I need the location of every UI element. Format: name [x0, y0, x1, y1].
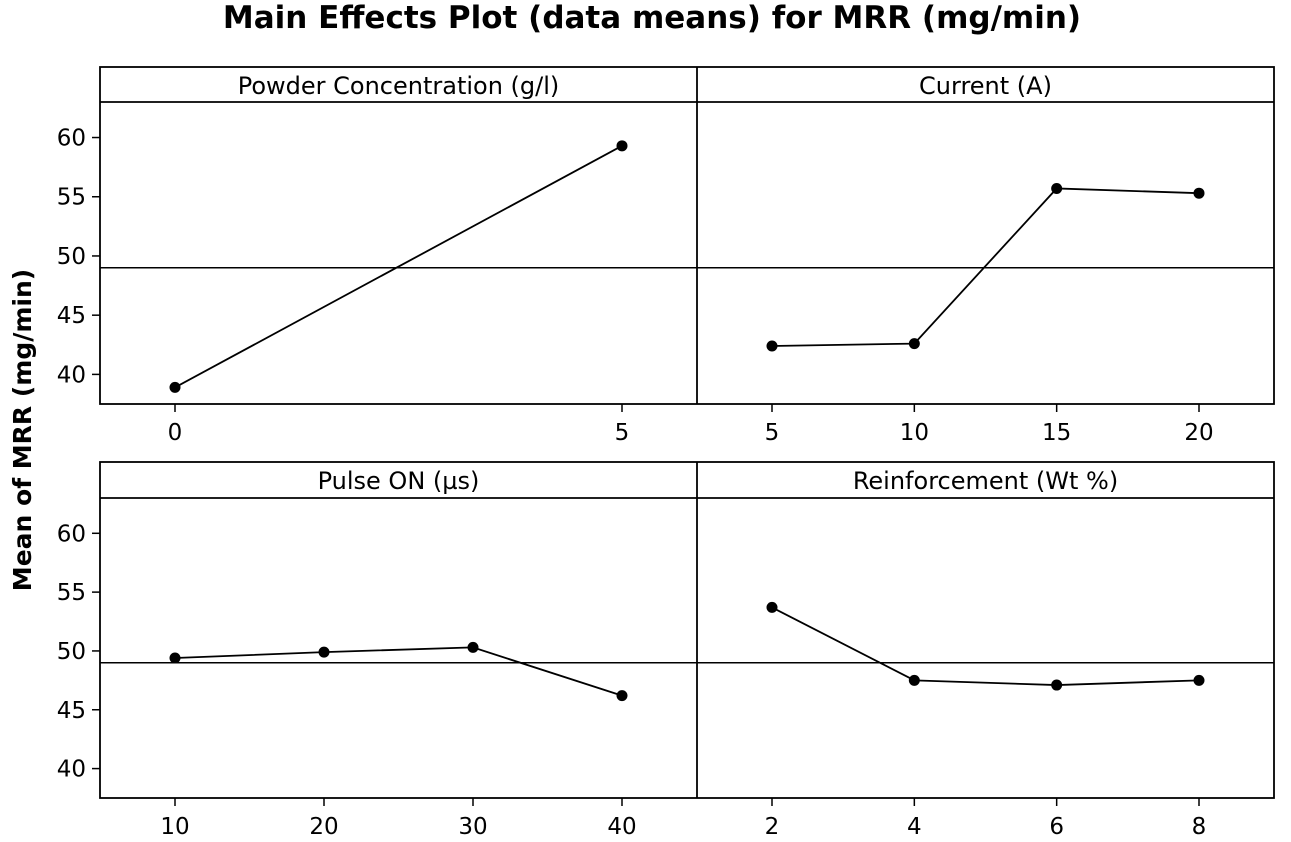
- data-point: [318, 646, 330, 658]
- y-tick-label: 40: [57, 362, 86, 388]
- data-point: [908, 674, 920, 686]
- x-tick-label: 5: [615, 420, 630, 446]
- y-tick-label: 55: [57, 580, 86, 606]
- data-point: [1051, 679, 1063, 691]
- data-point: [169, 652, 181, 664]
- y-tick-label: 50: [57, 639, 86, 665]
- data-point: [1193, 674, 1205, 686]
- x-tick-label: 20: [1184, 420, 1213, 446]
- y-tick-label: 45: [57, 303, 86, 329]
- x-tick-label: 10: [160, 814, 189, 840]
- panel-strip-title: Reinforcement (Wt %): [853, 467, 1118, 495]
- x-tick-label: 10: [900, 420, 929, 446]
- y-axis-label: Mean of MRR (mg/min): [8, 269, 37, 591]
- data-point: [766, 340, 778, 352]
- x-tick-label: 30: [458, 814, 487, 840]
- y-tick-label: 55: [57, 185, 86, 211]
- series-line: [174, 145, 623, 389]
- series-line: [174, 646, 623, 697]
- panel-row-frame: [99, 461, 1275, 799]
- y-tick-label: 60: [57, 521, 86, 547]
- y-tick-label: 45: [57, 698, 86, 724]
- data-point: [616, 140, 628, 152]
- x-tick-label: 40: [607, 814, 636, 840]
- chart-title: Main Effects Plot (data means) for MRR (…: [223, 0, 1081, 36]
- y-tick-label: 40: [57, 757, 86, 783]
- panel-strip-title: Pulse ON (µs): [318, 467, 480, 495]
- x-tick-label: 6: [1049, 814, 1064, 840]
- x-tick-label: 5: [765, 420, 780, 446]
- series-line: [771, 606, 1200, 686]
- data-point: [908, 338, 920, 350]
- x-tick-label: 4: [907, 814, 922, 840]
- y-tick-label: 50: [57, 244, 86, 270]
- x-tick-label: 15: [1042, 420, 1071, 446]
- panel-strip-title: Current (A): [919, 72, 1052, 100]
- x-tick-label: 20: [309, 814, 338, 840]
- x-tick-label: 8: [1192, 814, 1207, 840]
- panel-strip-title: Powder Concentration (g/l): [238, 72, 560, 100]
- data-point: [1051, 182, 1063, 194]
- panel-row-frame: [99, 66, 1275, 405]
- data-point: [1193, 187, 1205, 199]
- data-point: [766, 601, 778, 613]
- series-line: [771, 187, 1200, 347]
- x-tick-label: 0: [168, 420, 183, 446]
- data-point: [169, 381, 181, 393]
- x-tick-label: 2: [765, 814, 780, 840]
- data-point: [616, 690, 628, 702]
- data-point: [467, 641, 479, 653]
- y-tick-label: 60: [57, 126, 86, 152]
